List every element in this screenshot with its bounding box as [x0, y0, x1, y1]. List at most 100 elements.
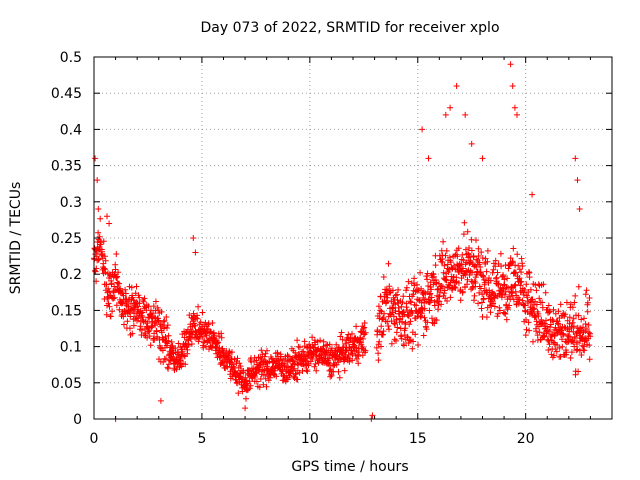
- data-point: [439, 283, 446, 290]
- data-point: [570, 315, 577, 322]
- data-point: [514, 111, 520, 118]
- data-point: [421, 305, 428, 312]
- data-point: [472, 280, 479, 286]
- data-point: [482, 255, 489, 262]
- data-point: [427, 290, 434, 297]
- data-point: [526, 327, 533, 334]
- data-point: [530, 338, 536, 345]
- x-tick-label: 0: [90, 431, 99, 447]
- data-point: [424, 276, 431, 283]
- data-point: [399, 318, 405, 325]
- data-point: [402, 319, 409, 326]
- data-point: [114, 273, 121, 280]
- data-point: [433, 279, 440, 286]
- data-point: [399, 299, 406, 306]
- data-point: [106, 303, 113, 310]
- data-point: [549, 316, 556, 323]
- data-point: [575, 283, 582, 290]
- data-point: [411, 282, 418, 289]
- data-point: [312, 360, 319, 367]
- data-point: [568, 349, 575, 356]
- data-point: [158, 308, 165, 315]
- data-point: [491, 303, 498, 310]
- data-point: [124, 318, 131, 325]
- data-point: [103, 281, 110, 288]
- data-point: [164, 322, 171, 329]
- data-point: [129, 294, 136, 301]
- data-point: [341, 367, 348, 374]
- data-point: [392, 292, 399, 299]
- data-point: [462, 111, 469, 118]
- y-tick-label: 0.45: [51, 86, 82, 102]
- data-point: [480, 272, 487, 279]
- data-point: [92, 155, 99, 162]
- data-point: [536, 329, 543, 336]
- data-point: [355, 360, 362, 367]
- data-point: [400, 293, 407, 300]
- data-point: [95, 229, 102, 236]
- data-point: [133, 283, 140, 290]
- data-point: [479, 299, 485, 306]
- data-point: [516, 275, 523, 282]
- data-point: [380, 331, 386, 338]
- data-point: [385, 260, 392, 267]
- data-point: [572, 292, 579, 299]
- data-point: [148, 324, 155, 331]
- data-point: [525, 319, 532, 326]
- data-point: [473, 237, 479, 244]
- data-point: [460, 265, 467, 272]
- data-point: [389, 287, 396, 294]
- data-point: [523, 326, 530, 333]
- data-point: [130, 297, 137, 304]
- data-point: [563, 349, 570, 356]
- data-point: [258, 347, 265, 354]
- data-point: [559, 336, 565, 343]
- data-point: [572, 335, 578, 342]
- data-point: [152, 298, 159, 305]
- data-point: [469, 269, 476, 276]
- data-point: [361, 320, 368, 326]
- data-point: [535, 313, 542, 319]
- data-point: [111, 294, 118, 301]
- data-point: [442, 252, 449, 259]
- data-point: [296, 344, 303, 351]
- data-point: [144, 320, 151, 327]
- data-point: [97, 215, 104, 222]
- data-point: [586, 295, 593, 301]
- data-point: [442, 111, 449, 118]
- data-point: [523, 281, 530, 288]
- data-point: [441, 262, 448, 269]
- data-point: [106, 288, 113, 295]
- data-point: [356, 349, 362, 356]
- data-point: [428, 286, 435, 293]
- data-point: [511, 104, 518, 111]
- data-point: [414, 281, 420, 288]
- data-point: [168, 339, 175, 345]
- data-point: [497, 250, 504, 257]
- data-point: [111, 283, 118, 290]
- data-point: [546, 341, 553, 348]
- data-point: [330, 368, 337, 375]
- data-point: [405, 312, 412, 319]
- data-point: [182, 361, 189, 368]
- data-point: [512, 281, 519, 288]
- data-point: [165, 338, 172, 344]
- data-point: [551, 352, 557, 359]
- data-point: [102, 257, 109, 264]
- data-point: [194, 315, 201, 322]
- data-point: [489, 289, 496, 296]
- data-point: [584, 299, 591, 306]
- data-point: [395, 286, 402, 293]
- data-point: [494, 313, 501, 320]
- data-point: [546, 308, 553, 315]
- data-point: [533, 328, 540, 335]
- data-point: [479, 255, 486, 261]
- data-point: [355, 353, 362, 360]
- data-point: [504, 275, 511, 282]
- data-point: [487, 302, 493, 309]
- y-tick-label: 0.3: [60, 195, 82, 211]
- y-axis-label: SRMTID / TECUs: [8, 182, 24, 295]
- data-point: [536, 295, 543, 302]
- data-point: [330, 360, 337, 367]
- data-point: [560, 331, 567, 338]
